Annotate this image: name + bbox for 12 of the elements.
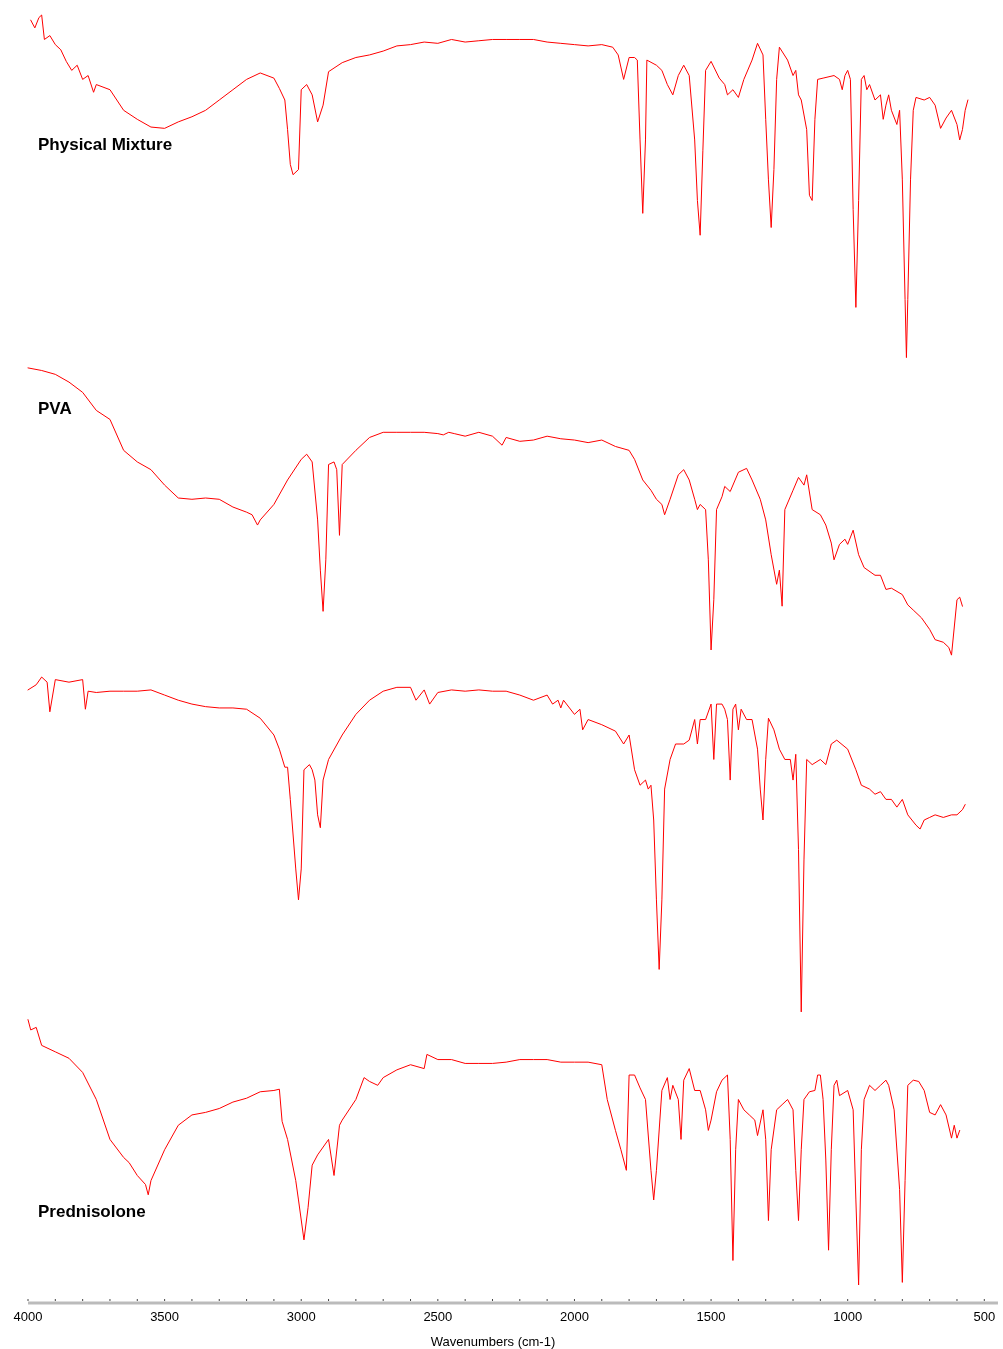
x-tick-label: 3500: [150, 1309, 180, 1324]
x-tick-label: 2000: [560, 1309, 589, 1324]
x-tick-label: 1500: [696, 1309, 726, 1324]
series-label: Physical Mixture: [38, 135, 173, 155]
x-tick-label: 3000: [286, 1309, 316, 1324]
x-tick-label: 4000: [13, 1309, 43, 1324]
x-tick-label: 500: [973, 1309, 996, 1324]
series-label: PVA: [38, 399, 72, 419]
x-tick-label: 1000: [833, 1309, 863, 1324]
x-tick-label: 2500: [423, 1309, 453, 1324]
x-axis-title: Wavenumbers (cm-1): [430, 1334, 556, 1349]
series-label: Prednisolone: [38, 1201, 146, 1221]
